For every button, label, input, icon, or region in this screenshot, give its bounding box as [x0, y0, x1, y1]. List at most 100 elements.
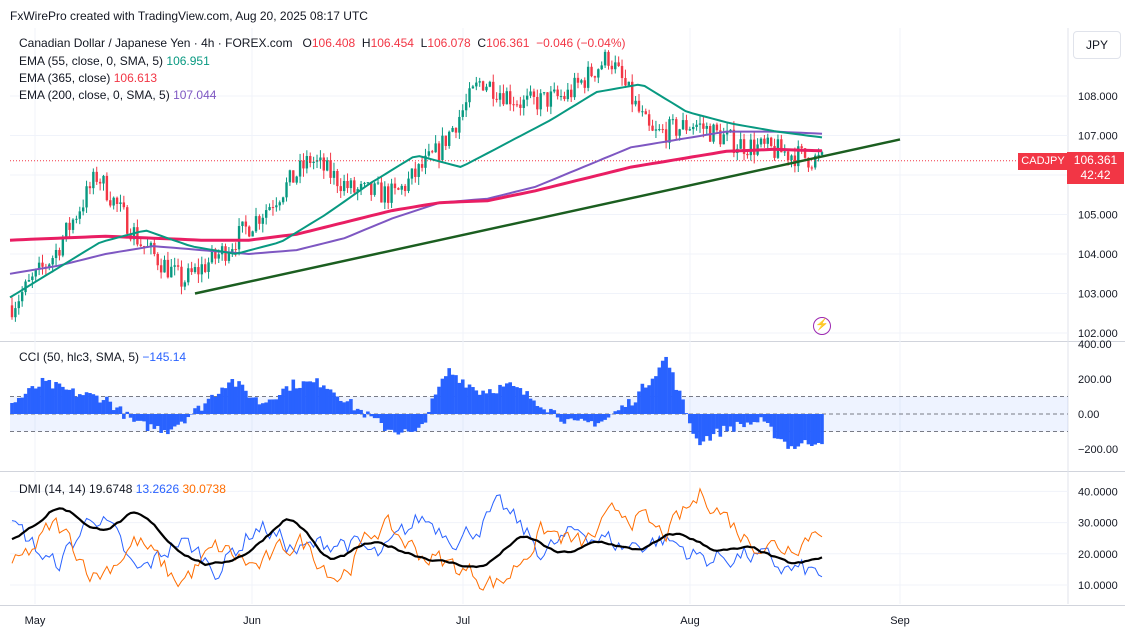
plus-di-line	[11, 494, 823, 581]
cci-bar	[257, 404, 262, 414]
cci-bar	[183, 414, 187, 424]
candle-body	[319, 157, 322, 161]
cci-bar	[782, 414, 787, 442]
candle-body	[434, 143, 437, 153]
candle-body	[203, 264, 207, 272]
cci-bar	[57, 383, 62, 414]
legend-ema200[interactable]: EMA (200, close, 0, SMA, 5) 107.044	[19, 88, 216, 102]
candle-body	[586, 66, 590, 88]
candle-body	[725, 131, 729, 135]
candle-body	[217, 254, 220, 259]
candle-body	[644, 111, 647, 115]
candle-body	[119, 202, 122, 204]
candle-body	[20, 292, 24, 302]
lightning-icon[interactable]: ⚡	[813, 317, 831, 335]
price-tick-label: 104.000	[1078, 249, 1118, 261]
cci-plot[interactable]	[10, 356, 1068, 449]
last-price-tag: 106.361 42:42	[1067, 152, 1124, 184]
candle-body	[390, 183, 393, 203]
currency-button[interactable]: JPY	[1073, 31, 1121, 59]
cci-bar	[244, 390, 248, 414]
cci-bar	[359, 409, 363, 414]
candle-body	[302, 160, 305, 169]
cci-bar	[271, 399, 275, 414]
cci-bar	[301, 381, 306, 414]
candle-body	[332, 171, 336, 178]
candle-body	[251, 231, 254, 237]
cci-bar	[508, 382, 513, 414]
cci-bar	[13, 402, 18, 414]
legend-cci[interactable]: CCI (50, hlc3, SMA, 5) −145.14	[19, 350, 186, 364]
candle-body	[464, 102, 468, 111]
cci-bar	[545, 412, 550, 414]
legend-ema365[interactable]: EMA (365, close) 106.613	[19, 71, 157, 85]
candle-body	[769, 137, 773, 146]
cci-bar	[745, 414, 750, 423]
cci-bar	[325, 388, 329, 414]
cci-bar	[94, 395, 99, 414]
low-value: 106.078	[427, 36, 471, 50]
cci-bar	[538, 407, 543, 414]
candle-body	[532, 91, 536, 97]
candle-body	[437, 143, 441, 161]
legend-dmi[interactable]: DMI (14, 14) 19.6748 13.2626 30.0738	[19, 482, 226, 496]
price-tick-label: 105.000	[1078, 210, 1118, 222]
dmi-tick-label: 20.0000	[1078, 549, 1118, 561]
legend-ema55[interactable]: EMA (55, close, 0, SMA, 5) 106.951	[19, 54, 210, 68]
cci-bar	[108, 401, 113, 414]
candle-body	[278, 202, 281, 206]
candle-body	[742, 139, 746, 154]
cci-bar	[718, 414, 723, 437]
cci-bar	[260, 403, 265, 414]
last-price: 106.361	[1073, 153, 1118, 167]
candle-body	[817, 154, 820, 156]
candle-body	[525, 95, 529, 100]
ema200-value: 107.044	[173, 88, 217, 102]
ema365-value: 106.613	[113, 71, 158, 85]
candle-body	[800, 146, 803, 149]
cci-bar	[20, 397, 24, 414]
candle-body	[156, 253, 159, 266]
cci-bar	[342, 402, 346, 414]
cci-bar	[277, 395, 282, 414]
cci-bar	[386, 414, 390, 430]
candle-body	[559, 96, 563, 98]
symbol-tag: CADJPY	[1018, 153, 1068, 170]
time-tick-label: Jun	[243, 615, 261, 627]
cci-bar	[647, 385, 651, 414]
ema200-label: EMA (200, close, 0, SMA, 5)	[19, 88, 170, 102]
cci-bar	[308, 381, 313, 414]
candle-body	[200, 264, 203, 275]
cci-bar	[27, 388, 31, 414]
cci-bar	[586, 414, 590, 423]
cci-bar	[328, 389, 333, 414]
cci-bar	[71, 388, 75, 414]
candle-body	[671, 119, 675, 121]
cci-bar	[721, 414, 726, 426]
cci-bar	[725, 414, 729, 432]
candle-body	[746, 153, 749, 156]
cci-bar	[318, 387, 323, 414]
cci-bar	[196, 405, 201, 414]
cci-bar	[332, 392, 336, 414]
dmi-plot[interactable]	[11, 487, 823, 591]
low-label: L	[420, 36, 428, 50]
cci-bar	[555, 414, 560, 418]
cci-bar	[47, 379, 52, 414]
candle-body	[92, 171, 95, 189]
cci-bar	[362, 414, 367, 418]
candle-body	[505, 91, 509, 105]
price-plot[interactable]	[9, 49, 1068, 322]
candle-body	[695, 124, 698, 127]
candle-body	[661, 129, 664, 131]
time-axis[interactable]: May Jun Jul Aug Sep	[25, 615, 910, 627]
cci-bar	[457, 382, 462, 414]
cci-bar	[494, 393, 499, 414]
cci-bar	[67, 389, 72, 414]
candle-body	[410, 168, 414, 179]
candle-body	[166, 259, 170, 278]
cci-bar	[501, 386, 506, 414]
candle-body	[383, 186, 387, 203]
candle-body	[248, 226, 251, 237]
